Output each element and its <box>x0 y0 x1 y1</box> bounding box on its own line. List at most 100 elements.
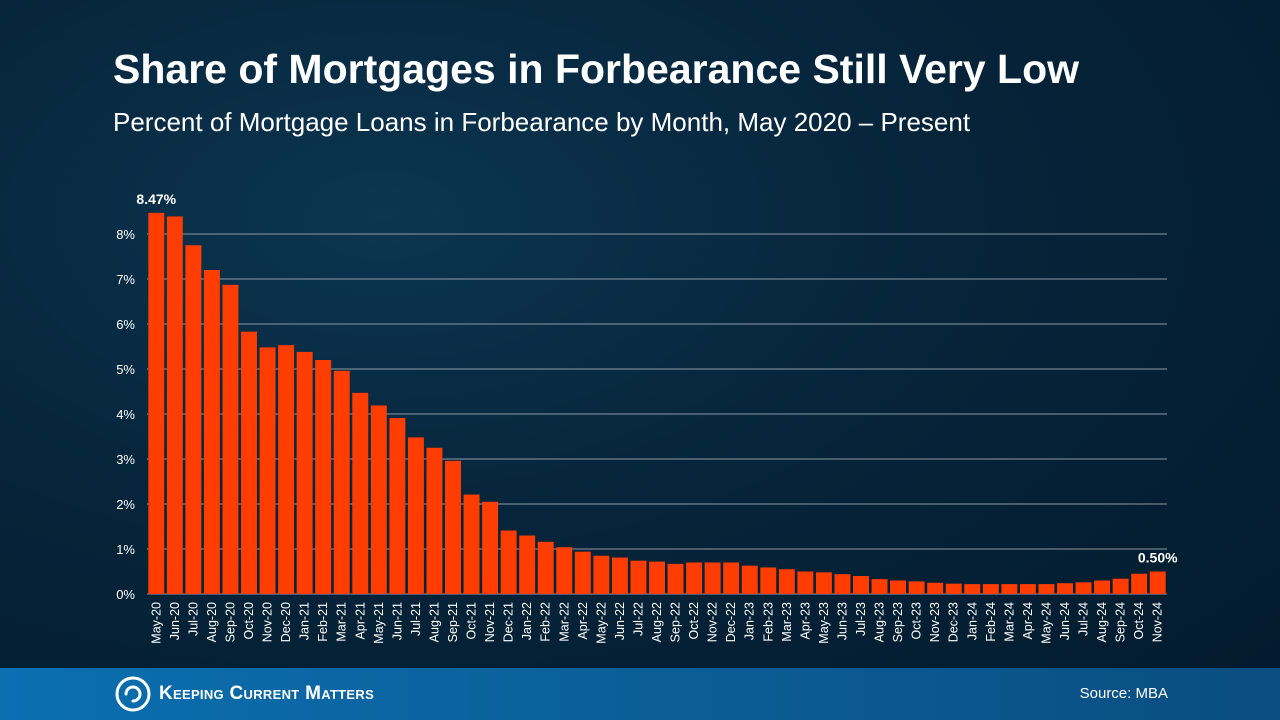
bar <box>667 563 684 594</box>
x-tick-label: Jun-21 <box>390 602 404 640</box>
bar <box>445 460 461 594</box>
x-tick-label: Aug-24 <box>1095 602 1109 642</box>
x-tick-label: Sep-23 <box>891 602 905 642</box>
x-tick-label: Nov-20 <box>261 602 275 642</box>
bar <box>166 216 183 594</box>
bar <box>1057 583 1073 594</box>
x-tick-label: Jun-20 <box>168 602 182 640</box>
bar <box>778 569 795 594</box>
x-tick-label: May-23 <box>817 602 831 644</box>
bar <box>1019 584 1036 594</box>
bar <box>278 345 295 594</box>
bar <box>1001 584 1018 594</box>
x-tick-label: May-21 <box>372 602 386 644</box>
x-tick-label: Jul-23 <box>854 602 868 636</box>
x-tick-label: Dec-21 <box>502 602 516 642</box>
y-tick-label: 5% <box>116 362 135 377</box>
x-tick-label: Oct-20 <box>242 602 256 640</box>
x-tick-label: Mar-21 <box>335 602 349 642</box>
bar <box>1112 578 1129 594</box>
bar <box>611 557 628 594</box>
x-tick-label: Jul-20 <box>186 602 200 636</box>
x-tick-label: Apr-22 <box>576 602 590 640</box>
bar <box>203 270 220 594</box>
bar <box>741 565 758 594</box>
x-tick-label: May-20 <box>149 602 163 644</box>
x-tick-label: Sep-24 <box>1114 602 1128 642</box>
x-tick-label: Dec-20 <box>279 602 293 642</box>
x-tick-label: Jul-22 <box>631 602 645 636</box>
bar <box>519 535 536 594</box>
bar <box>704 562 721 594</box>
x-tick-label: Feb-22 <box>539 602 553 642</box>
bar <box>815 572 832 594</box>
bar <box>630 560 647 594</box>
bar <box>1038 584 1055 594</box>
bar <box>482 501 499 594</box>
x-tick-label: Aug-20 <box>205 602 219 642</box>
bar <box>315 360 332 594</box>
bar <box>964 584 981 594</box>
x-tick-label: Feb-21 <box>316 602 330 642</box>
y-tick-label: 4% <box>116 407 135 422</box>
y-tick-label: 0% <box>116 587 135 602</box>
x-tick-label: Mar-24 <box>1002 602 1016 642</box>
bar <box>686 562 703 594</box>
x-tick-label: May-24 <box>1039 602 1053 644</box>
x-tick-label: Jan-21 <box>298 602 312 640</box>
x-tick-label: Oct-21 <box>465 602 479 640</box>
bar <box>463 494 480 594</box>
bar <box>890 580 907 594</box>
chart-title: Share of Mortgages in Forbearance Still … <box>113 46 1080 92</box>
bar <box>723 562 740 594</box>
bar <box>871 579 888 594</box>
x-tick-label: Nov-23 <box>928 602 942 642</box>
bar-chart: 0% 1% 2% 3% 4% 5% 6% 7% 8% May-20 Jun-20 Jul-20 Aug-… <box>116 191 1167 644</box>
bar <box>908 581 925 594</box>
x-tick-label: Apr-21 <box>353 602 367 640</box>
bar <box>593 555 610 594</box>
x-tick-label: Sep-20 <box>223 602 237 642</box>
y-tick-label: 7% <box>116 272 135 287</box>
bar <box>185 245 202 594</box>
bar <box>556 547 573 594</box>
bar <box>370 405 387 594</box>
x-tick-label: Mar-22 <box>557 602 571 642</box>
x-tick-label: Oct-23 <box>910 602 924 640</box>
x-tick-label: Aug-21 <box>427 602 441 642</box>
x-tick-label: Feb-24 <box>984 602 998 642</box>
x-tick-label: Jun-23 <box>835 602 849 640</box>
x-tick-label: Oct-24 <box>1132 602 1146 640</box>
bar <box>927 582 944 594</box>
bar <box>426 447 443 594</box>
y-tick-label: 1% <box>116 542 135 557</box>
source-note: Source: MBA <box>1079 685 1168 702</box>
x-tick-label: Jun-24 <box>1058 602 1072 640</box>
x-tick-label: Mar-23 <box>780 602 794 642</box>
y-tick-label: 3% <box>116 452 135 467</box>
x-tick-label: Jun-22 <box>613 602 627 640</box>
bar <box>1149 571 1166 594</box>
footer-bar: Keeping Current Matters Source: MBA <box>0 668 1280 720</box>
x-tick-label: Jul-21 <box>409 602 423 636</box>
x-tick-label: Jan-24 <box>965 602 979 640</box>
bar <box>760 567 777 594</box>
x-tick-label: Jan-23 <box>743 602 757 640</box>
x-tick-label: Sep-21 <box>446 602 460 642</box>
x-tick-label: Apr-24 <box>1021 602 1035 640</box>
bar <box>407 437 424 594</box>
bar <box>649 561 665 594</box>
brand-name: Keeping Current Matters <box>159 683 375 704</box>
chart-subtitle: Percent of Mortgage Loans in Forbearance… <box>113 107 971 137</box>
kcm-logo-icon <box>115 676 151 712</box>
bar <box>1075 582 1092 594</box>
bar <box>352 392 369 594</box>
x-tick-label: Jan-22 <box>520 602 534 640</box>
brand-logo: Keeping Current Matters <box>115 676 374 712</box>
bar <box>333 370 350 594</box>
x-tick-label: Feb-23 <box>761 602 775 642</box>
x-tick-label: Jul-24 <box>1077 602 1091 636</box>
y-tick-label: 8% <box>116 227 135 242</box>
x-tick-label: Nov-22 <box>706 602 720 642</box>
data-label: 8.47% <box>136 191 176 207</box>
